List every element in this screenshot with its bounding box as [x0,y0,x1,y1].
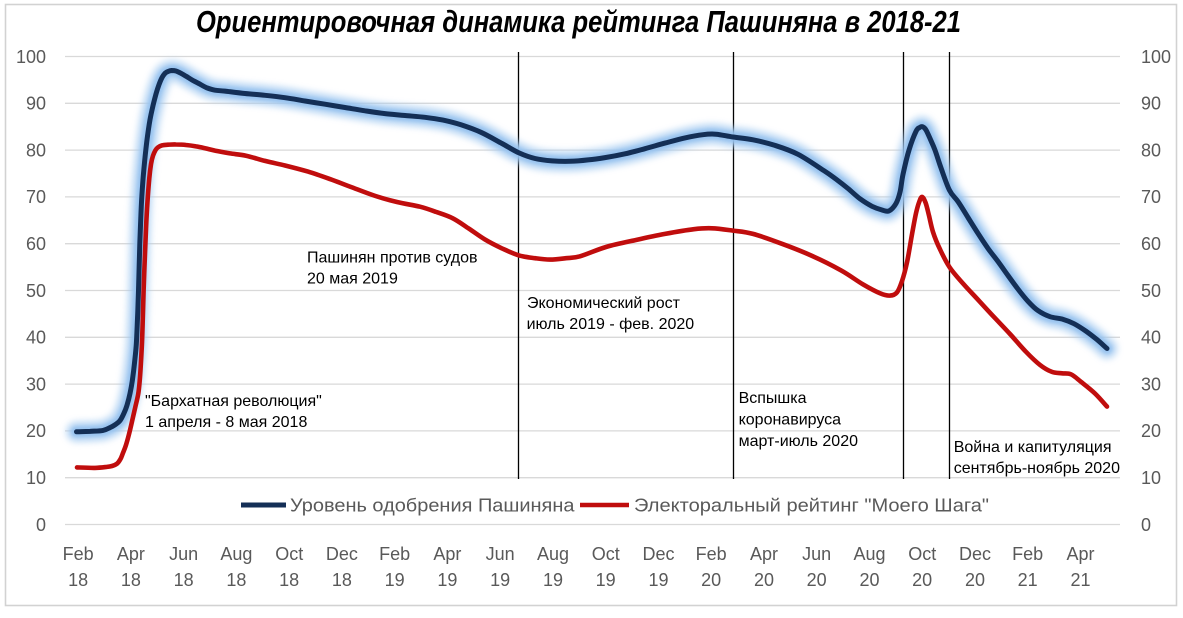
svg-text:Apr: Apr [433,544,461,564]
svg-text:30: 30 [1141,374,1161,394]
svg-text:10: 10 [1141,468,1161,488]
svg-text:19: 19 [648,570,668,590]
svg-text:20: 20 [965,570,985,590]
svg-text:18: 18 [226,570,246,590]
svg-text:70: 70 [26,187,46,207]
svg-text:Jun: Jun [486,544,515,564]
svg-text:70: 70 [1141,187,1161,207]
svg-text:40: 40 [1141,328,1161,348]
svg-text:Feb: Feb [63,544,94,564]
svg-text:Dec: Dec [326,544,358,564]
svg-text:"Бархатная революция": "Бархатная революция" [145,393,322,410]
svg-text:Oct: Oct [275,544,303,564]
svg-text:21: 21 [1070,570,1090,590]
svg-text:Feb: Feb [379,544,410,564]
svg-text:18: 18 [332,570,352,590]
svg-text:100: 100 [1141,47,1171,67]
svg-text:Jun: Jun [169,544,198,564]
svg-text:Уровень одобрения Пашиняна: Уровень одобрения Пашиняна [290,495,575,516]
svg-text:50: 50 [26,281,46,301]
svg-text:19: 19 [543,570,563,590]
svg-text:60: 60 [1141,234,1161,254]
svg-text:Aug: Aug [537,544,569,564]
svg-text:Feb: Feb [696,544,727,564]
svg-text:Электоральный рейтинг "Моего Ш: Электоральный рейтинг "Моего Шага" [634,495,989,516]
svg-text:10: 10 [26,468,46,488]
svg-text:0: 0 [36,515,46,535]
svg-text:90: 90 [1141,94,1161,114]
svg-text:Война и капитуляция: Война и капитуляция [954,439,1112,456]
svg-text:март-июль 2020: март-июль 2020 [739,433,859,450]
svg-text:19: 19 [490,570,510,590]
svg-text:Экономический рост: Экономический рост [527,295,681,312]
svg-text:18: 18 [279,570,299,590]
svg-text:0: 0 [1141,515,1151,535]
svg-text:сентябрь-ноябрь 2020: сентябрь-ноябрь 2020 [954,460,1120,477]
svg-text:80: 80 [26,140,46,160]
svg-text:Dec: Dec [642,544,674,564]
svg-text:100: 100 [16,47,46,67]
svg-text:Ориентировочная динамика рейти: Ориентировочная динамика рейтинга Пашиня… [196,5,961,39]
svg-text:Jun: Jun [802,544,831,564]
svg-text:Aug: Aug [220,544,252,564]
svg-text:19: 19 [596,570,616,590]
svg-text:20 мая 2019: 20 мая 2019 [307,271,398,288]
svg-text:19: 19 [385,570,405,590]
svg-text:Feb: Feb [1012,544,1043,564]
svg-text:Oct: Oct [592,544,620,564]
svg-text:20: 20 [701,570,721,590]
svg-text:60: 60 [26,234,46,254]
svg-text:18: 18 [68,570,88,590]
svg-text:18: 18 [121,570,141,590]
svg-text:21: 21 [1018,570,1038,590]
svg-text:Dec: Dec [959,544,991,564]
svg-text:20: 20 [807,570,827,590]
svg-text:июль 2019 - фев. 2020: июль 2019 - фев. 2020 [527,316,695,333]
svg-text:18: 18 [174,570,194,590]
svg-text:Пашинян против судов: Пашинян против судов [307,250,477,267]
svg-text:Oct: Oct [908,544,936,564]
svg-text:19: 19 [437,570,457,590]
svg-text:20: 20 [859,570,879,590]
svg-text:Aug: Aug [853,544,885,564]
svg-text:40: 40 [26,328,46,348]
svg-text:90: 90 [26,94,46,114]
svg-text:30: 30 [26,374,46,394]
svg-text:Apr: Apr [117,544,145,564]
svg-text:20: 20 [1141,421,1161,441]
svg-text:Apr: Apr [1066,544,1094,564]
svg-text:1 апреля - 8 мая 2018: 1 апреля - 8 мая 2018 [145,414,307,431]
svg-text:20: 20 [912,570,932,590]
svg-text:20: 20 [26,421,46,441]
svg-text:Apr: Apr [750,544,778,564]
svg-text:80: 80 [1141,140,1161,160]
svg-text:50: 50 [1141,281,1161,301]
svg-text:коронавируса: коронавируса [739,412,842,429]
svg-text:20: 20 [754,570,774,590]
svg-text:Вспышка: Вспышка [739,390,807,407]
